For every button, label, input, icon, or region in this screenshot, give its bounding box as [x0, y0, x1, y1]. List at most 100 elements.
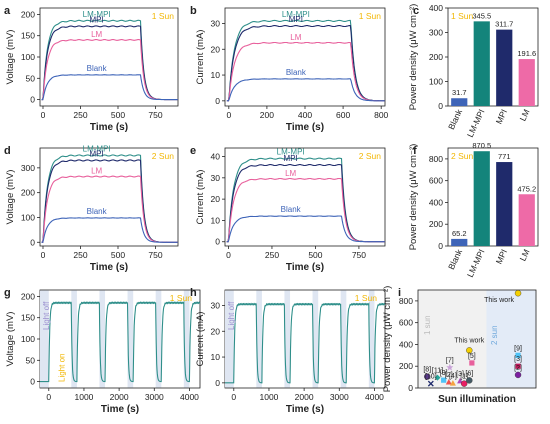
sun-annotation: 2 Sun — [359, 151, 381, 161]
y-tick-label: 200 — [429, 219, 443, 229]
y-axis-label: Voltage (mV) — [5, 170, 16, 225]
x-tick-label: 3000 — [330, 392, 349, 402]
x-tick-label: 500 — [308, 250, 322, 260]
x-tick-label: 600 — [336, 110, 350, 120]
data-point — [424, 373, 431, 380]
series-line-mpi — [226, 25, 385, 102]
y-tick-label: 200 — [21, 188, 35, 198]
light-off-region — [183, 290, 190, 388]
bar-value-label: 65.2 — [452, 229, 467, 238]
y-tick-label: 400 — [429, 197, 443, 207]
data-point — [445, 379, 452, 385]
y-axis-label: Voltage (mV) — [5, 30, 16, 85]
data-point — [514, 371, 522, 379]
bar-value-label: 475.2 — [517, 184, 536, 193]
y-tick-label: 0 — [438, 101, 443, 111]
panel-g: 0 50 100 150 200 Voltage (mV) 0 1000 2000 3000 400… — [4, 287, 201, 415]
x-category-label: LM — [518, 248, 532, 263]
y-tick-label: 20 — [211, 44, 221, 54]
y-tick-label: 0 — [408, 383, 413, 393]
panel-letter: i — [398, 287, 401, 299]
series-line-lm — [226, 41, 385, 102]
light-off-label: Light off — [227, 301, 236, 330]
y-tick-label: 300 — [21, 163, 35, 173]
data-point — [469, 360, 475, 366]
y-tick-label: 0 — [215, 237, 220, 247]
x-tick-label: 0 — [41, 250, 46, 260]
x-tick-label: 250 — [265, 250, 279, 260]
bar-value-label: 345.5 — [472, 11, 491, 20]
light-off-region — [127, 290, 134, 388]
series-label: LM — [285, 169, 296, 178]
light-off-region — [340, 290, 347, 388]
series-label: LM — [290, 33, 301, 42]
bar-blank — [451, 98, 468, 106]
bar-value-label: 191.6 — [517, 49, 536, 58]
x-tick-label: 200 — [260, 110, 274, 120]
y-tick-label: 600 — [399, 318, 413, 328]
series-label: MPI — [90, 149, 104, 158]
data-point — [466, 377, 473, 384]
series-line-lm — [41, 175, 178, 243]
point-label: [6] — [465, 370, 473, 377]
panel-i: 0 200 400 600 800 Power density (μW cm⁻²) Sun … — [382, 286, 537, 405]
region-1-sun — [418, 290, 487, 388]
point-label: [7] — [446, 357, 454, 364]
point-label: This work — [454, 337, 484, 344]
point-label: [5] — [468, 353, 476, 360]
data-point — [515, 352, 521, 358]
light-on-label: Light on — [57, 354, 66, 382]
x-tick-label: 0 — [231, 392, 236, 402]
panel-a: 0 50 100 150 200 Voltage (mV) 0 250 500 750 Time (… — [4, 5, 179, 133]
y-axis-label: Power density (μW cm⁻²) — [408, 144, 419, 251]
plot-frame — [447, 147, 539, 247]
bar-value-label: 870.5 — [472, 141, 491, 150]
x-category-label: Blank — [446, 107, 464, 131]
plot-frame — [224, 7, 386, 107]
series-line-lm — [226, 177, 385, 243]
panel-letter: c — [413, 5, 419, 17]
x-axis-label: Time (s) — [101, 404, 139, 415]
series-label: LM — [91, 30, 102, 39]
data-point — [427, 380, 434, 387]
x-tick-label: 400 — [298, 110, 312, 120]
region-2-sun — [486, 290, 536, 388]
x-category-label: Blank — [446, 247, 464, 271]
sun-annotation: 1 Sun — [170, 293, 192, 303]
series-line-mpi — [41, 159, 178, 243]
series-line-lm — [41, 39, 178, 101]
data-point — [441, 377, 447, 383]
light-off-region — [256, 290, 262, 388]
y-tick-label: 200 — [399, 361, 413, 371]
y-axis-label: Voltage (mV) — [5, 312, 16, 367]
y-tick-label: 800 — [399, 296, 413, 306]
panel-h: 0 10 20 30 Current (mA) 0 1000 2000 3000 4000 Time… — [190, 287, 386, 415]
x-tick-label: 4000 — [365, 392, 384, 402]
point-label: [9] — [514, 345, 522, 352]
series-line-mpi — [226, 164, 385, 243]
plot-frame — [39, 147, 179, 247]
x-category-label: LM-MPI — [465, 248, 487, 279]
light-off-region — [40, 290, 49, 388]
x-tick-label: 500 — [111, 110, 125, 120]
panel-letter: d — [4, 145, 11, 157]
data-point — [514, 290, 522, 297]
x-tick-label: 4000 — [180, 392, 199, 402]
y-tick-label: 0 — [30, 237, 35, 247]
point-label: This work — [484, 297, 514, 304]
series-label: MPI — [90, 15, 104, 24]
x-tick-label: 2000 — [295, 392, 314, 402]
x-category-label: MPI — [494, 248, 509, 266]
data-point — [446, 363, 454, 371]
x-tick-label: 250 — [73, 250, 87, 260]
x-tick-label: 750 — [148, 250, 162, 260]
y-tick-label: 400 — [429, 3, 443, 13]
y-tick-label: 10 — [211, 215, 221, 225]
sun-annotation: 2 Sun — [451, 151, 473, 161]
x-category-label: LM-MPI — [465, 108, 487, 139]
data-point — [449, 380, 456, 386]
cycling-line — [40, 300, 201, 383]
series-label: LM-MPI — [83, 144, 111, 153]
y-axis-label: Power density (μW cm⁻²) — [382, 286, 393, 393]
y-tick-label: 100 — [21, 334, 35, 344]
